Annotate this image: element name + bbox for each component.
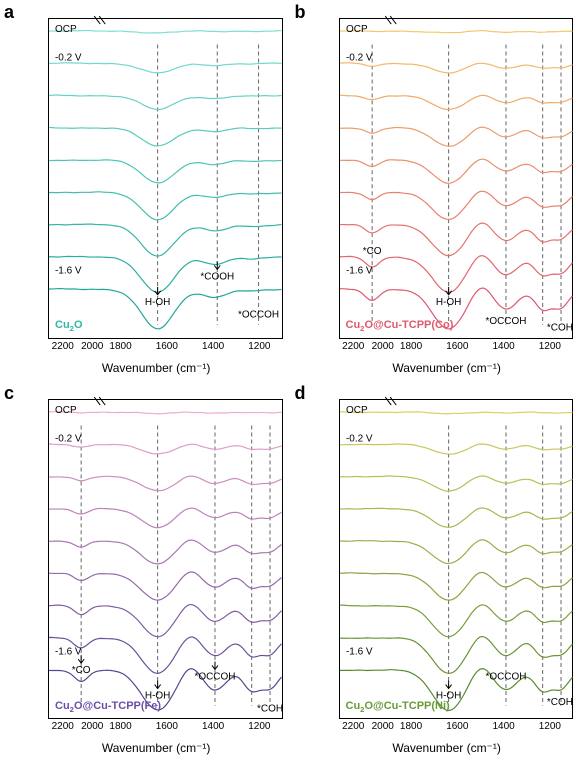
svg-text:-1.6 V: -1.6 V	[55, 646, 82, 657]
svg-text:-0.2 V: -0.2 V	[345, 433, 372, 444]
xlabel-d: Wavenumber (cm⁻¹)	[392, 741, 501, 755]
xaxis-d: 220020001800160014001200	[339, 721, 574, 737]
svg-text:*OCCOH: *OCCOH	[485, 316, 526, 327]
svg-text:*COOH: *COOH	[200, 271, 234, 282]
svg-text:OCP: OCP	[55, 24, 77, 35]
svg-text:*COH: *COH	[546, 696, 572, 707]
svg-text:-0.2 V: -0.2 V	[345, 52, 372, 63]
plot-a: OCP -0.2 V -1.6 V H-OH *COOH *OCCOH Cu2O	[48, 18, 283, 339]
material-b: Cu2O@Cu-TCPP(Co)	[346, 319, 454, 333]
svg-text:OCP: OCP	[55, 404, 77, 415]
plot-d: OCP-0.2 V-1.6 VH-OH*OCCOH*COH Cu2O@Cu-TC…	[339, 399, 574, 720]
curves-d: OCP-0.2 V-1.6 VH-OH*OCCOH*COH	[340, 400, 573, 719]
curves-b: OCP -0.2 V -1.6 V *CO H-OH *OCCOH *COH	[340, 19, 573, 338]
svg-text:H-OH: H-OH	[435, 297, 460, 308]
panel-label-a: a	[4, 2, 14, 23]
xlabel-a: Wavenumber (cm⁻¹)	[102, 361, 211, 375]
svg-text:-0.2 V: -0.2 V	[55, 433, 82, 444]
xlabel-c: Wavenumber (cm⁻¹)	[102, 741, 211, 755]
svg-text:-0.2 V: -0.2 V	[55, 52, 82, 63]
curves-a: OCP -0.2 V -1.6 V H-OH *COOH *OCCOH	[49, 19, 282, 338]
svg-text:*OCCOH: *OCCOH	[485, 671, 526, 682]
svg-text:*CO: *CO	[72, 665, 91, 676]
svg-text:*OCCOH: *OCCOH	[194, 671, 235, 682]
svg-text:OCP: OCP	[345, 24, 367, 35]
xaxis-c: 220020001800160014001200	[48, 721, 283, 737]
svg-text:*COH: *COH	[546, 322, 572, 333]
plot-b: OCP -0.2 V -1.6 V *CO H-OH *OCCOH *COH Cu2O@Cu…	[339, 18, 574, 339]
material-a: Cu2O	[55, 319, 83, 333]
panel-b: b Transmittance (a.u.) OCP-0.2 V-1.6 V*C…	[291, 0, 581, 381]
material-d: Cu2O@Cu-TCPP(Ni)	[346, 700, 450, 714]
svg-text:-1.6 V: -1.6 V	[345, 646, 372, 657]
svg-text:*COH: *COH	[257, 703, 283, 714]
plot-c: OCP-0.2 V-1.6 V*COH-OH*OCCOH*COH Cu2O@Cu…	[48, 399, 283, 720]
svg-text:OCP: OCP	[345, 404, 367, 415]
svg-text:-1.6 V: -1.6 V	[345, 266, 372, 277]
panel-d: d Transmittance (a.u.) OCP-0.2 V-1.6 VH-…	[291, 381, 581, 761]
panel-label-b: b	[295, 2, 306, 23]
curves-c: OCP-0.2 V-1.6 V*COH-OH*OCCOH*COH	[49, 400, 282, 719]
svg-text:H-OH: H-OH	[145, 297, 170, 308]
xlabel-b: Wavenumber (cm⁻¹)	[392, 361, 501, 375]
figure-grid: a Transmittance (a.u.) OCP-0.2 V-1.6 VH-…	[0, 0, 581, 761]
svg-text:-1.6 V: -1.6 V	[55, 266, 82, 277]
xaxis-a: 220020001800160014001200	[48, 341, 283, 357]
panel-label-d: d	[295, 383, 306, 404]
panel-c: c Transmittance (a.u.) OCP-0.2 V-1.6 V*C…	[0, 381, 291, 761]
panel-label-c: c	[4, 383, 14, 404]
material-c: Cu2O@Cu-TCPP(Fe)	[55, 700, 161, 714]
xaxis-b: 220020001800160014001200	[339, 341, 574, 357]
svg-text:*OCCOH: *OCCOH	[238, 310, 279, 321]
panel-a: a Transmittance (a.u.) OCP-0.2 V-1.6 VH-…	[0, 0, 291, 381]
svg-text:*CO: *CO	[362, 246, 381, 257]
